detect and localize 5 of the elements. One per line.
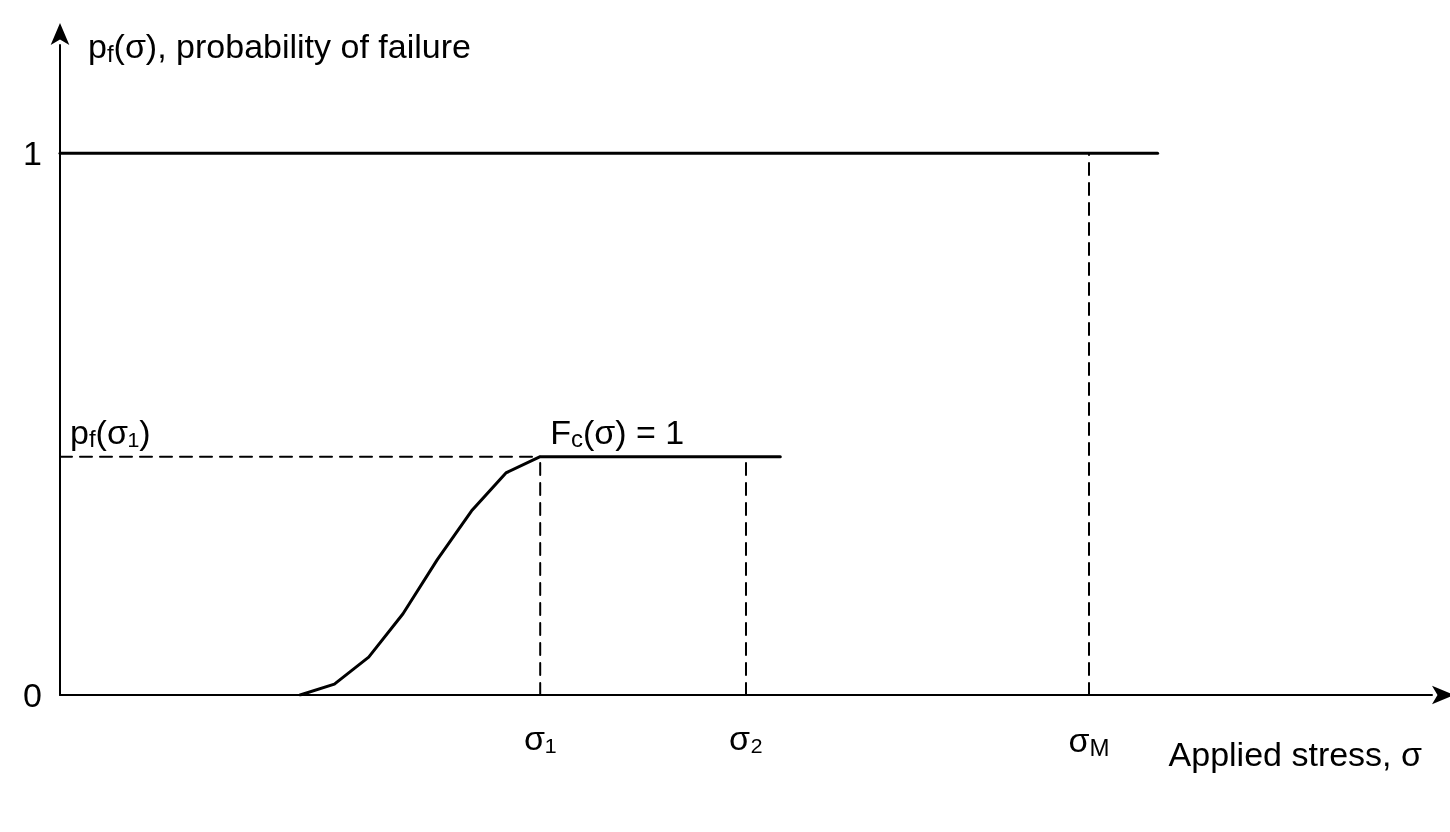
y-tick-label: 1 xyxy=(23,134,42,173)
y-tick-label: 0 xyxy=(23,676,42,714)
x-tick-label: σ₂ xyxy=(728,719,764,757)
x-axis-title: Applied stress, σ xyxy=(1168,735,1422,773)
x-tick-label: σ₁ xyxy=(523,719,557,757)
